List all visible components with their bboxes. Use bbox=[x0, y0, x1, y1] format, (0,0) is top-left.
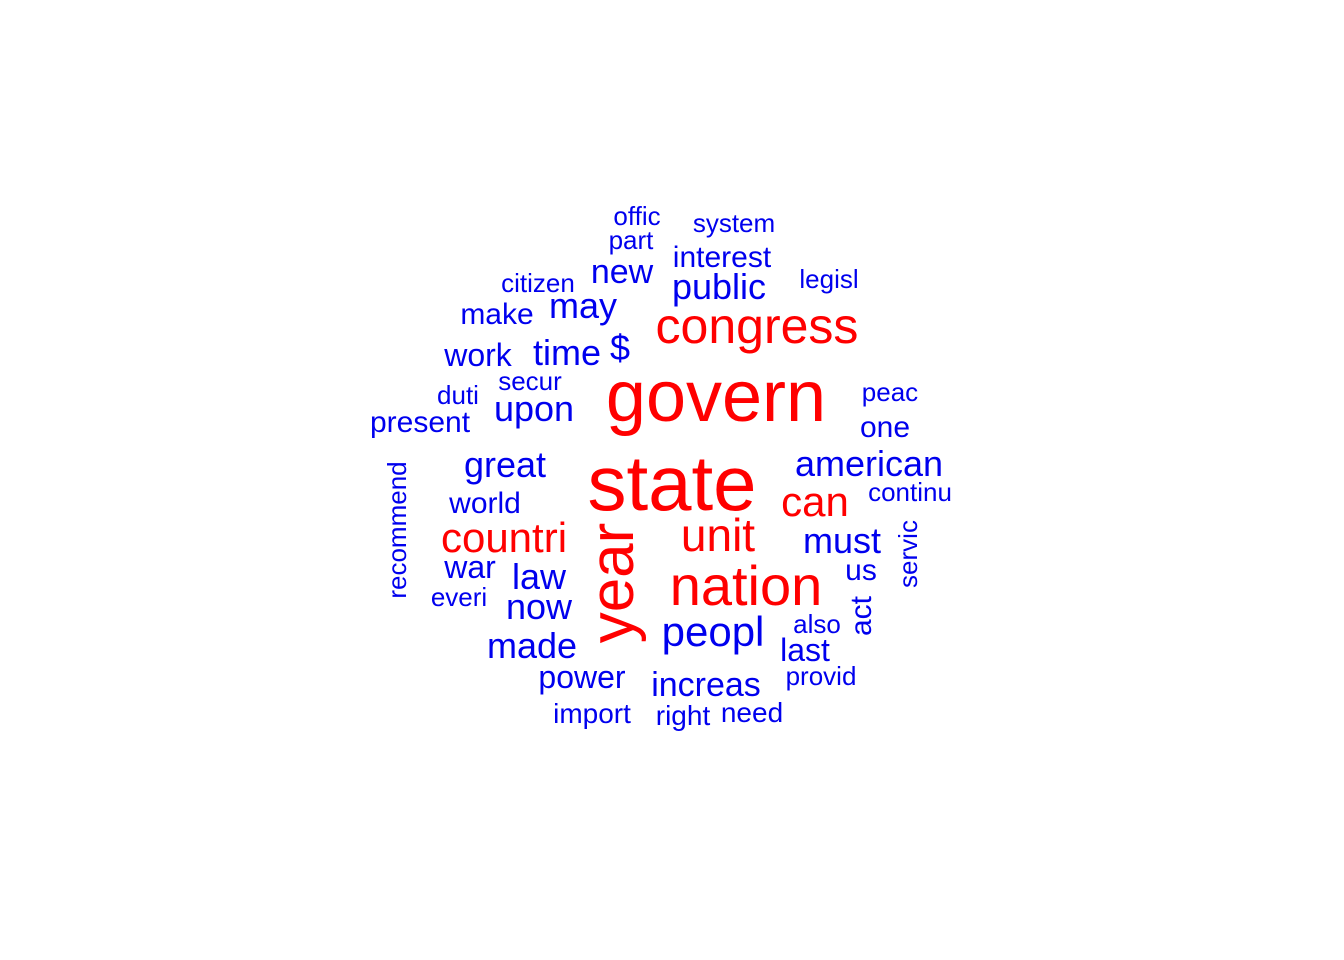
word-us: us bbox=[845, 554, 877, 587]
word-countri: countri bbox=[440, 514, 568, 561]
word-dollar: $ bbox=[609, 327, 631, 368]
word-interest: interest bbox=[672, 241, 772, 274]
word-peac: peac bbox=[861, 377, 919, 407]
word-govern: govern bbox=[605, 357, 827, 437]
word-present: present bbox=[369, 406, 471, 439]
word-public: public bbox=[671, 266, 767, 307]
word-war: war bbox=[444, 549, 496, 585]
word-last: last bbox=[780, 632, 830, 668]
word-duti: duti bbox=[437, 380, 479, 410]
word-servic: servic bbox=[893, 520, 923, 588]
word-import: import bbox=[553, 698, 631, 729]
word-work: work bbox=[444, 337, 512, 373]
word-part: part bbox=[608, 225, 654, 255]
word-unit: unit bbox=[680, 509, 756, 561]
word-now: now bbox=[505, 586, 573, 627]
word-world: world bbox=[449, 487, 521, 520]
word-continu: continu bbox=[868, 477, 952, 507]
word-can: can bbox=[781, 478, 849, 525]
word-one: one bbox=[859, 411, 911, 444]
word-citizen: citizen bbox=[501, 268, 575, 298]
word-great: great bbox=[463, 444, 547, 485]
word-make: make bbox=[460, 298, 534, 331]
word-time: time bbox=[532, 332, 602, 373]
word-system: system bbox=[692, 208, 776, 238]
word-may: may bbox=[548, 285, 618, 326]
word-made: made bbox=[486, 625, 578, 666]
word-also: also bbox=[793, 609, 841, 639]
word-increas: increas bbox=[651, 666, 761, 704]
word-upon: upon bbox=[493, 388, 575, 429]
word-peopl: peopl bbox=[661, 608, 765, 655]
word-state: state bbox=[587, 439, 757, 527]
word-need: need bbox=[720, 697, 784, 728]
word-offic: offic bbox=[613, 201, 661, 231]
word-year: year bbox=[578, 522, 647, 644]
word-law: law bbox=[511, 556, 567, 597]
word-recommend: recommend bbox=[382, 461, 412, 599]
word-provid: provid bbox=[785, 661, 857, 691]
word-congress: congress bbox=[655, 298, 859, 354]
word-act: act bbox=[845, 595, 878, 637]
word-power: power bbox=[538, 659, 626, 695]
word-american: american bbox=[794, 443, 944, 484]
word-must: must bbox=[802, 520, 882, 561]
word-new: new bbox=[590, 253, 654, 291]
word-nation: nation bbox=[669, 554, 823, 617]
word-right: right bbox=[655, 700, 711, 731]
word-legisl: legisl bbox=[799, 264, 859, 294]
word-secur: secur bbox=[498, 366, 562, 396]
word-everi: everi bbox=[430, 582, 488, 612]
